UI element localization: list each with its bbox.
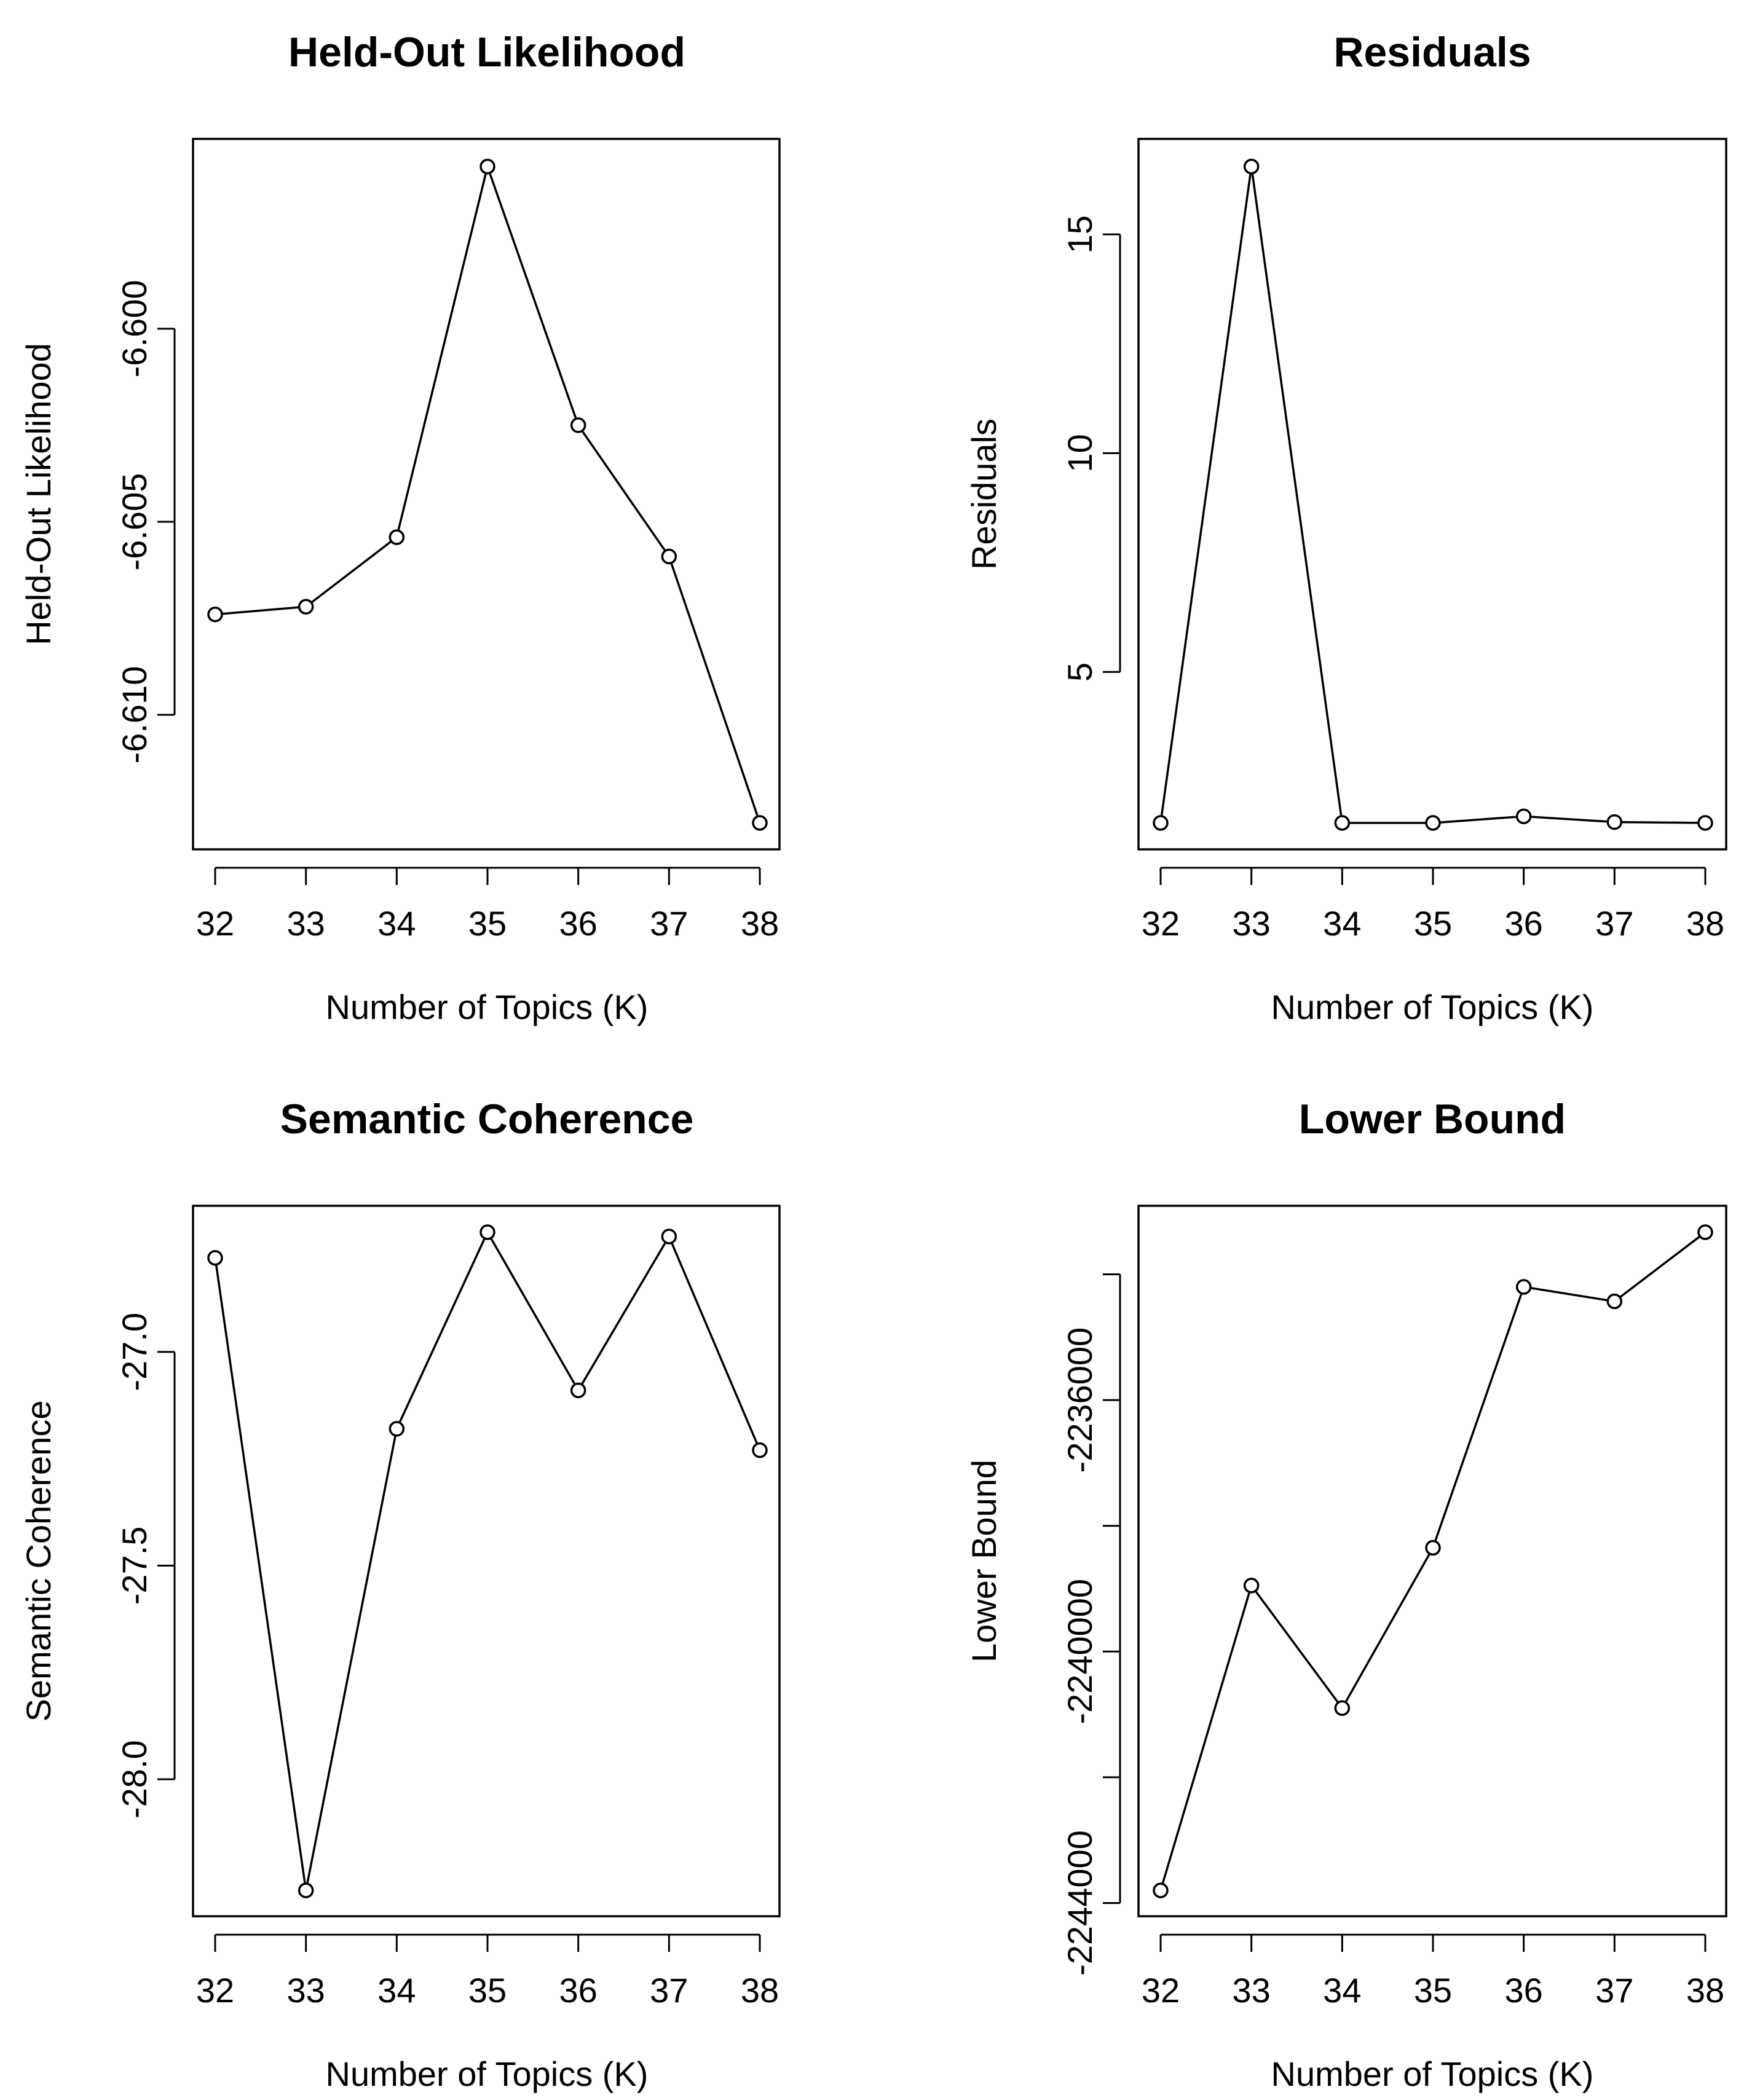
x-axis-label: Number of Topics (K) bbox=[326, 2055, 649, 2093]
data-point bbox=[1515, 808, 1532, 825]
y-axis-label: Held-Out Likelihood bbox=[19, 343, 58, 645]
x-axis-label: Number of Topics (K) bbox=[326, 988, 649, 1026]
data-point bbox=[207, 607, 223, 623]
x-tick-label: 35 bbox=[468, 904, 507, 943]
chart-title: Held-Out Likelihood bbox=[288, 29, 685, 76]
x-tick-label: 37 bbox=[650, 1971, 688, 2010]
x-tick-label: 36 bbox=[1505, 904, 1543, 943]
data-point bbox=[1153, 1882, 1169, 1898]
series-line bbox=[1161, 1235, 1701, 1884]
y-tick-label: 15 bbox=[1060, 215, 1099, 253]
data-point bbox=[298, 1882, 314, 1898]
data-point bbox=[1606, 1293, 1623, 1310]
data-point bbox=[1697, 1224, 1713, 1240]
data-point bbox=[1425, 815, 1441, 831]
series-line bbox=[215, 1237, 759, 1884]
data-point bbox=[661, 1229, 677, 1245]
data-point bbox=[661, 548, 677, 565]
panel-lower-bound: Lower Bound 32 33 34 35 36 37 38 -2244000 -2240… bbox=[965, 1096, 1727, 2093]
plot-frame bbox=[192, 138, 781, 851]
x-tick-label: 36 bbox=[559, 904, 598, 943]
data-point bbox=[479, 1224, 495, 1240]
y-tick-label: -6.605 bbox=[115, 473, 154, 571]
y-tick-label: -6.600 bbox=[115, 280, 154, 377]
x-tick-label: 37 bbox=[1595, 904, 1633, 943]
x-axis-label: Number of Topics (K) bbox=[1271, 2055, 1594, 2093]
panel-held-out-likelihood: Held-Out Likelihood 32 33 34 35 36 37 38 -6.61… bbox=[19, 29, 781, 1026]
x-tick-label: 32 bbox=[196, 1971, 234, 2010]
y-tick-label: -2236000 bbox=[1060, 1327, 1099, 1473]
chart-title: Residuals bbox=[1333, 29, 1531, 76]
x-tick-label: 38 bbox=[1686, 904, 1724, 943]
x-tick-label: 35 bbox=[468, 1971, 507, 2010]
y-axis-label: Residuals bbox=[965, 419, 1003, 570]
series-line bbox=[1160, 173, 1699, 824]
panel-semantic-coherence: Semantic Coherence 32 33 34 35 36 37 38 -28.0 -… bbox=[19, 1096, 781, 2093]
plot-frame bbox=[192, 1205, 781, 1917]
y-tick-label: 5 bbox=[1060, 663, 1099, 682]
y-tick-label: -28.0 bbox=[115, 1740, 154, 1819]
x-axis-label: Number of Topics (K) bbox=[1271, 988, 1594, 1026]
x-tick-label: 37 bbox=[1595, 1971, 1633, 2010]
x-tick-label: 35 bbox=[1414, 1971, 1452, 2010]
x-tick-label: 37 bbox=[650, 904, 688, 943]
y-tick-label: -2244000 bbox=[1060, 1830, 1099, 1976]
x-tick-label: 36 bbox=[1505, 1971, 1543, 2010]
chart-title: Semantic Coherence bbox=[280, 1096, 694, 1142]
data-point bbox=[298, 599, 314, 615]
data-point bbox=[1243, 1578, 1260, 1594]
x-tick-label: 35 bbox=[1414, 904, 1452, 943]
data-point bbox=[1243, 159, 1260, 175]
x-tick-label: 32 bbox=[196, 904, 234, 943]
data-point bbox=[479, 159, 495, 175]
plot-frame bbox=[1137, 138, 1727, 851]
plot-frame bbox=[1137, 1205, 1727, 1917]
data-point bbox=[1697, 815, 1713, 831]
y-tick-label: -27.0 bbox=[115, 1313, 154, 1391]
x-tick-label: 33 bbox=[1233, 904, 1271, 943]
y-axis-label: Lower Bound bbox=[965, 1460, 1003, 1662]
x-tick-label: 34 bbox=[1323, 904, 1361, 943]
data-point bbox=[1334, 1700, 1351, 1717]
y-tick-label: -27.5 bbox=[115, 1527, 154, 1605]
y-tick-label: -6.610 bbox=[115, 666, 154, 764]
data-point bbox=[570, 1382, 586, 1399]
data-point bbox=[1606, 814, 1623, 830]
x-tick-label: 34 bbox=[377, 904, 416, 943]
chart-title: Lower Bound bbox=[1299, 1096, 1566, 1142]
data-point bbox=[1153, 815, 1169, 831]
x-tick-label: 32 bbox=[1142, 904, 1180, 943]
data-point bbox=[389, 1421, 405, 1437]
x-tick-label: 32 bbox=[1142, 1971, 1180, 2010]
x-tick-label: 33 bbox=[287, 1971, 325, 2010]
x-tick-label: 34 bbox=[377, 1971, 416, 2010]
x-tick-label: 33 bbox=[287, 904, 325, 943]
series-line bbox=[221, 172, 759, 817]
data-point bbox=[1425, 1540, 1441, 1556]
data-point bbox=[1334, 815, 1351, 831]
y-axis-label: Semantic Coherence bbox=[19, 1401, 58, 1722]
x-tick-label: 36 bbox=[559, 1971, 598, 2010]
data-point bbox=[752, 815, 768, 831]
x-tick-label: 38 bbox=[1686, 1971, 1724, 2010]
x-tick-label: 34 bbox=[1323, 1971, 1361, 2010]
x-tick-label: 33 bbox=[1233, 1971, 1271, 2010]
y-tick-label: 10 bbox=[1060, 434, 1099, 472]
data-point bbox=[570, 417, 586, 433]
data-point bbox=[752, 1442, 768, 1458]
data-point bbox=[389, 529, 405, 545]
x-tick-label: 38 bbox=[741, 1971, 779, 2010]
y-tick-label: -2240000 bbox=[1060, 1579, 1099, 1724]
data-point bbox=[1515, 1279, 1532, 1295]
x-tick-label: 38 bbox=[741, 904, 779, 943]
panel-residuals: Residuals 32 33 34 35 36 37 38 5 10 15 Number of… bbox=[965, 29, 1727, 1026]
data-point bbox=[207, 1249, 223, 1266]
